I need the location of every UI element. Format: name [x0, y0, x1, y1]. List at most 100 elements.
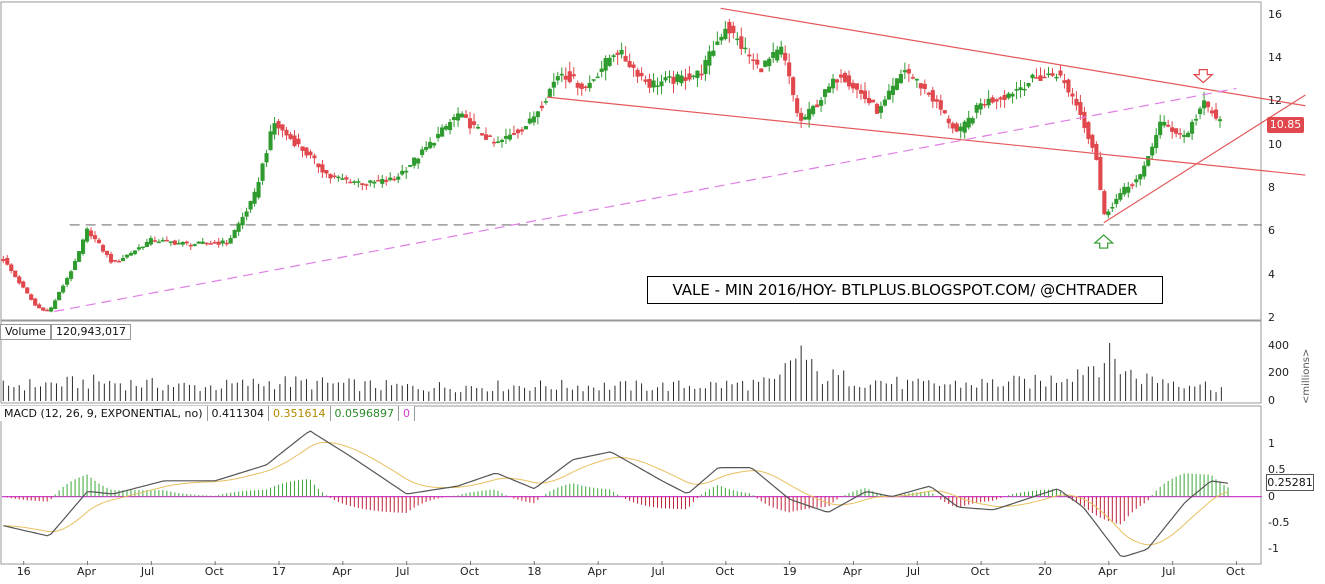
- candle: [910, 74, 915, 80]
- candle-body: [92, 235, 98, 240]
- candle: [316, 163, 321, 174]
- candle: [1178, 128, 1183, 140]
- candle-body: [795, 98, 800, 114]
- candle: [1102, 189, 1107, 216]
- candle: [49, 306, 54, 313]
- x-tick-label: Oct: [460, 565, 480, 578]
- candle: [384, 176, 389, 186]
- candle: [85, 226, 90, 244]
- candle-body: [994, 99, 999, 102]
- candle: [1206, 101, 1211, 113]
- candle-body: [715, 41, 720, 45]
- candle: [1014, 81, 1019, 100]
- candle: [184, 240, 189, 246]
- candle: [823, 89, 828, 105]
- candle-body: [364, 184, 369, 186]
- candle: [1106, 209, 1111, 219]
- candle: [1110, 202, 1115, 212]
- candle-body: [1070, 93, 1075, 97]
- candle: [224, 240, 229, 247]
- candle-body: [471, 121, 477, 125]
- candle-body: [1018, 87, 1023, 91]
- macd-tick-label: 1: [1268, 436, 1275, 450]
- candle: [33, 297, 38, 307]
- candle: [424, 141, 429, 152]
- up-arrow-icon: [1093, 234, 1115, 249]
- candle-body: [288, 134, 293, 139]
- candle: [643, 75, 648, 85]
- volume-unit: <millions>: [1301, 348, 1312, 404]
- candle: [244, 207, 249, 221]
- candle-body: [483, 134, 489, 140]
- candle-body: [376, 179, 381, 182]
- volume-tick-label: 0: [1268, 394, 1275, 407]
- candle-body: [966, 117, 971, 128]
- candle-body: [108, 254, 114, 263]
- chart-annotation: VALE - MIN 2016/HOY- BTLPLUS.BLOGSPOT.CO…: [647, 276, 1163, 304]
- candle: [336, 175, 341, 182]
- candle: [563, 67, 568, 89]
- x-tick-label: Apr: [587, 565, 607, 578]
- candle-body: [316, 163, 321, 168]
- candle-body: [216, 241, 221, 245]
- candle-body: [559, 73, 564, 76]
- volume-value: 120,943,017: [51, 324, 131, 340]
- candle: [551, 73, 556, 97]
- candle-body: [320, 164, 325, 173]
- candle-body: [1138, 174, 1143, 180]
- candle-body: [898, 74, 903, 84]
- candle-body: [384, 179, 389, 182]
- candle: [236, 221, 241, 236]
- candle-body: [731, 25, 736, 33]
- x-tick-label: Apr: [77, 565, 97, 578]
- candle-body: [428, 141, 433, 149]
- candle-body: [304, 147, 309, 156]
- candle: [543, 97, 548, 105]
- candle-body: [236, 223, 241, 232]
- candle: [791, 76, 796, 102]
- candle-body: [1114, 198, 1119, 205]
- x-tick-label: 16: [16, 565, 31, 578]
- candle: [108, 251, 114, 265]
- candle: [412, 157, 417, 169]
- candle-body: [807, 108, 812, 120]
- candle-body: [180, 242, 185, 245]
- candle: [683, 68, 688, 90]
- candle: [1170, 121, 1175, 139]
- candle: [507, 128, 512, 142]
- candle-body: [1162, 121, 1167, 126]
- candle: [751, 53, 756, 70]
- candle: [1058, 64, 1063, 78]
- candle: [388, 172, 393, 182]
- candle-body: [45, 309, 50, 312]
- candle-body: [846, 75, 852, 87]
- candle: [667, 70, 672, 84]
- candle-body: [1122, 186, 1127, 195]
- candle-body: [675, 74, 680, 82]
- candle-body: [13, 270, 18, 278]
- candle-body: [156, 241, 161, 244]
- candle: [471, 113, 477, 129]
- candle-body: [1062, 80, 1067, 84]
- candle-body: [723, 28, 728, 40]
- candle-body: [212, 242, 217, 244]
- candle: [775, 45, 780, 63]
- candle-body: [248, 201, 253, 210]
- candle-body: [1158, 121, 1163, 136]
- candle-body: [962, 121, 967, 133]
- candle-body: [136, 247, 141, 250]
- candle-body: [930, 90, 935, 102]
- x-tick-label: Oct: [204, 565, 224, 578]
- candle: [922, 79, 927, 94]
- candle: [747, 48, 752, 64]
- candle-body: [1186, 132, 1191, 138]
- candle-body: [687, 73, 692, 80]
- candle: [1022, 82, 1027, 97]
- candle: [491, 138, 497, 147]
- candle-body: [400, 170, 405, 175]
- candle: [1138, 173, 1143, 186]
- candle-body: [563, 75, 568, 80]
- candle: [1217, 116, 1223, 129]
- candle: [639, 67, 644, 81]
- candle: [116, 259, 122, 263]
